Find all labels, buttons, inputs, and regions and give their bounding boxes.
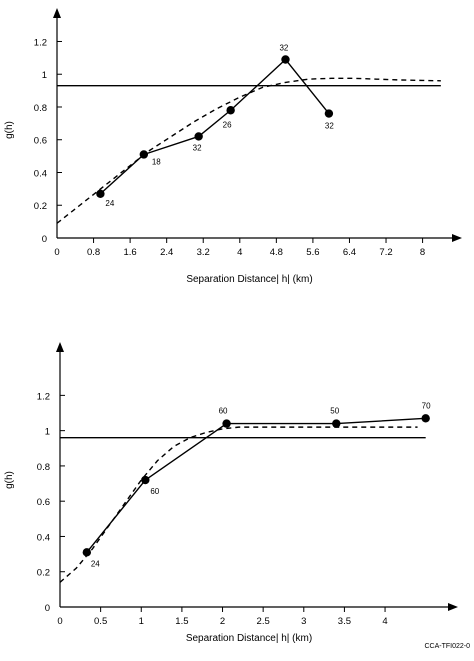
- x-tick-label: 6.4: [343, 247, 356, 258]
- x-tick-label: 0.5: [94, 616, 107, 627]
- y-axis-label: g(h): [4, 121, 15, 139]
- y-tick-label: 0.6: [34, 136, 47, 147]
- data-point-marker: [226, 106, 235, 115]
- y-tick-label: 1.2: [34, 37, 47, 48]
- data-point-marker: [141, 475, 150, 485]
- x-tick-label: 3.5: [338, 616, 351, 627]
- y-tick-label: 0: [42, 234, 47, 245]
- point-pair-count-label: 24: [105, 199, 114, 208]
- data-point-marker: [96, 189, 105, 198]
- x-axis-arrow: [448, 603, 458, 611]
- data-point-marker: [82, 548, 92, 557]
- experimental-line: [86, 417, 426, 553]
- data-point-marker: [332, 419, 341, 428]
- x-tick-label: 0: [57, 616, 62, 627]
- x-axis-arrow: [452, 234, 462, 242]
- x-tick-label: 3: [301, 616, 306, 627]
- x-tick-label: 0: [54, 247, 59, 258]
- y-tick-label: 0.2: [37, 568, 50, 579]
- y-tick-label: 0.2: [34, 201, 47, 212]
- data-point-marker: [324, 109, 334, 118]
- x-tick-label: 0.8: [87, 247, 100, 258]
- y-tick-label: 0.6: [37, 497, 50, 508]
- x-tick-label: 4: [237, 247, 242, 258]
- x-tick-label: 4: [382, 616, 387, 627]
- point-pair-count-label: 70: [422, 401, 431, 410]
- y-axis-arrow: [56, 342, 64, 352]
- point-pair-count-label: 32: [325, 122, 334, 131]
- y-tick-label: 1: [42, 70, 47, 81]
- y-tick-label: 0.4: [34, 168, 47, 179]
- y-tick-label: 0.8: [34, 103, 47, 114]
- x-tick-label: 4.8: [270, 247, 283, 258]
- data-point-marker: [222, 419, 231, 428]
- data-point-marker: [281, 55, 290, 64]
- x-tick-label: 1: [139, 616, 144, 627]
- x-axis-label: Separation Distance| h| (km): [186, 633, 312, 644]
- x-axis-label: Separation Distance| h| (km): [186, 274, 312, 285]
- point-pair-count-label: 26: [223, 120, 232, 129]
- x-tick-label: 7.2: [379, 247, 392, 258]
- chart-bottom: 0 0.5 1 1.5 2 2.5 3 3.5 4 0 0.2 0.4 0.6 0.8 1 1.2 Separa…: [4, 342, 458, 644]
- y-tick-label: 1: [45, 427, 50, 438]
- y-tick-label: 0: [45, 603, 50, 614]
- point-pair-count-label: 18: [152, 157, 161, 166]
- y-axis-arrow: [53, 8, 61, 18]
- x-tick-label: 1.6: [124, 247, 137, 258]
- point-pair-count-label: 50: [330, 407, 339, 416]
- y-tick-label: 0.4: [37, 532, 50, 543]
- y-tick-label: 1.2: [37, 391, 50, 402]
- x-tick-label: 2.4: [160, 247, 173, 258]
- point-pair-count-label: 60: [150, 487, 159, 496]
- x-tick-label: 2: [220, 616, 225, 627]
- x-tick-label: 2.5: [257, 616, 270, 627]
- figure-credit: CCA-TFI022-0: [424, 643, 470, 650]
- experimental-line: [99, 58, 330, 195]
- x-tick-label: 3.2: [197, 247, 210, 258]
- x-tick-label: 1.5: [175, 616, 188, 627]
- x-tick-label: 5.6: [306, 247, 319, 258]
- y-axis-label: g(h): [4, 471, 15, 489]
- data-point-marker: [421, 414, 430, 423]
- model-dashed-line: [59, 426, 418, 583]
- point-pair-count-label: 24: [91, 559, 100, 568]
- data-point-marker: [194, 132, 203, 141]
- chart-top: 0 0.8 1.6 2.4 3.2 4 4.8 5.6 6.4 7.2 8 0 0.2 0.4 0.6 0.8…: [4, 8, 462, 285]
- x-tick-label: 8: [420, 247, 425, 258]
- point-pair-count-label: 32: [279, 43, 288, 52]
- model-dashed-line: [56, 77, 441, 224]
- point-pair-count-label: 60: [219, 407, 228, 416]
- point-pair-count-label: 32: [193, 143, 202, 152]
- y-tick-label: 0.8: [37, 462, 50, 473]
